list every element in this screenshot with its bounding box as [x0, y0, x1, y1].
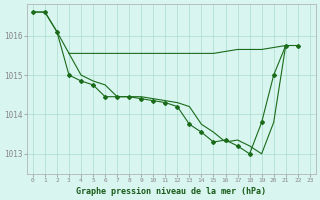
- X-axis label: Graphe pression niveau de la mer (hPa): Graphe pression niveau de la mer (hPa): [76, 187, 266, 196]
